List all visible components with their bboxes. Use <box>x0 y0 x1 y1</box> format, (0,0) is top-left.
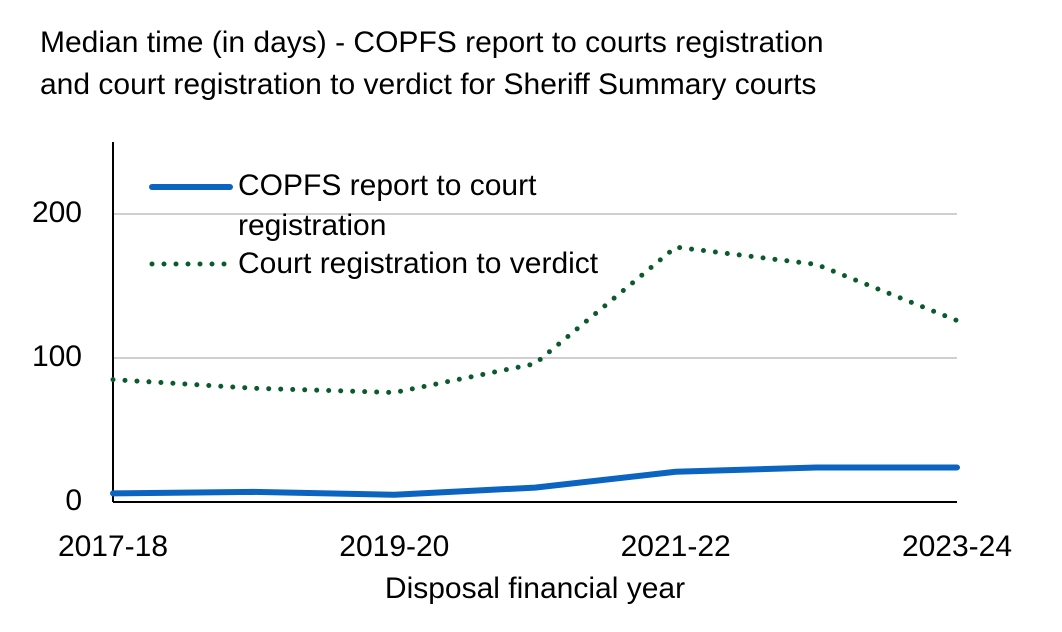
x-axis-title: Disposal financial year <box>385 572 685 605</box>
legend-label: Court registration to verdict <box>238 247 599 280</box>
x-tick-label: 2023-24 <box>902 530 1012 563</box>
y-tick-label: 100 <box>32 340 82 373</box>
y-tick-label: 0 <box>65 484 82 517</box>
x-tick-label: 2017-18 <box>58 530 168 563</box>
series-line <box>110 464 960 498</box>
y-tick-label: 200 <box>32 196 82 229</box>
legend-label: COPFS report to court registration <box>238 169 537 242</box>
x-tick-label: 2021-22 <box>621 530 731 563</box>
x-tick-label: 2019-20 <box>339 530 449 563</box>
chart-title: Median time (in days) - COPFS report to … <box>40 26 824 101</box>
